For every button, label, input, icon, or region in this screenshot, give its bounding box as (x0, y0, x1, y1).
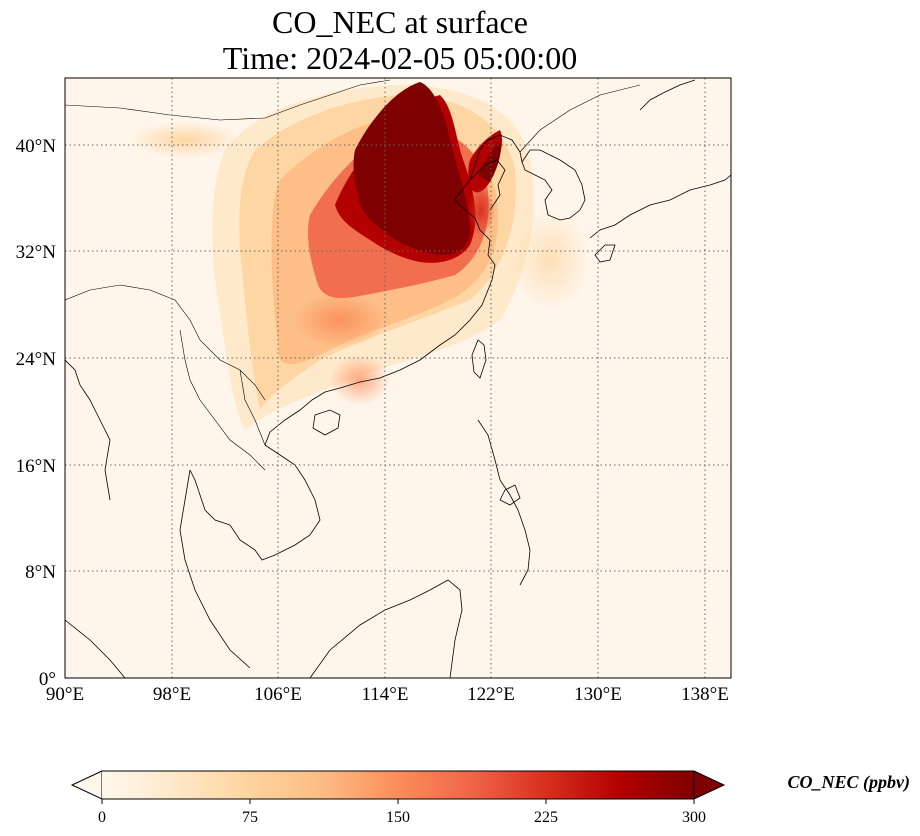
colorbar-extend-min (70, 770, 103, 800)
x-tick-label: 122°E (467, 684, 515, 705)
colorbar-label: CO_NEC (ppbv) (788, 772, 911, 793)
colorbar-tick-label: 75 (242, 809, 258, 826)
y-tick-label: 32°N (16, 242, 57, 263)
y-tick-labels: 0° 8°N 16°N 24°N 32°N 40°N (16, 136, 57, 690)
y-tick-label: 24°N (16, 349, 57, 370)
x-tick-label: 138°E (681, 684, 729, 705)
colorbar: 0 75 150 225 300 CO_NEC (ppbv) (70, 770, 911, 826)
coastlines (65, 79, 731, 678)
y-tick-label: 8°N (25, 562, 56, 583)
y-tick-label: 40°N (16, 136, 57, 157)
x-tick-label: 106°E (254, 684, 302, 705)
x-tick-label: 98°E (153, 684, 191, 705)
colorbar-tick-label: 150 (386, 809, 410, 826)
colorbar-tick-label: 300 (682, 809, 706, 826)
concentration-field (65, 78, 731, 678)
colorbar-tick-label: 225 (534, 809, 558, 826)
y-tick-label: 16°N (16, 456, 57, 477)
map-title: CO_NEC at surface (272, 4, 528, 40)
colorbar-extend-max (693, 770, 726, 800)
y-tick-label: 0° (39, 669, 56, 690)
x-tick-labels: 90°E 98°E 106°E 114°E 122°E 130°E 138°E (46, 684, 729, 705)
gridlines (65, 78, 731, 678)
colorbar-tick-label: 0 (98, 809, 106, 826)
map-frame (64, 77, 732, 679)
map-subtitle: Time: 2024-02-05 05:00:00 (222, 40, 578, 76)
colorbar-gradient (102, 771, 694, 799)
x-tick-label: 130°E (574, 684, 622, 705)
x-tick-label: 114°E (362, 684, 409, 705)
x-tick-label: 90°E (46, 684, 84, 705)
